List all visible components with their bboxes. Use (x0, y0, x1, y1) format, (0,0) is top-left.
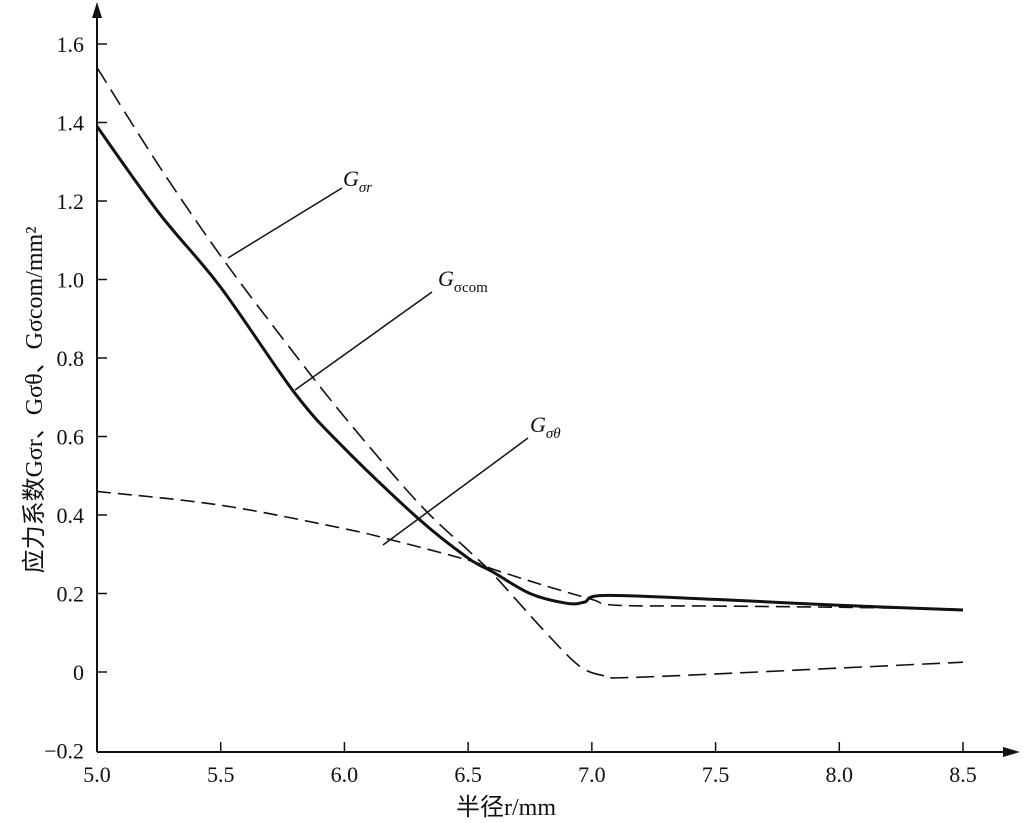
svg-text:Gσr: Gσr (343, 166, 372, 196)
x-tick-label: 7.0 (578, 762, 606, 787)
y-tick-label: 0 (73, 660, 84, 685)
y-axis-arrow-icon (92, 2, 102, 18)
y-tick-label: 0.4 (57, 503, 85, 528)
y-tick-label: 0.8 (57, 346, 85, 371)
y-axis-title: 应力系数Gσr、Gσθ、Gσcom/mm² (21, 227, 48, 574)
series-line-gscom (95, 125, 964, 612)
svg-text:Gσcom: Gσcom (438, 266, 488, 296)
annotation-gsr: Gσr (227, 166, 372, 259)
svg-text:Gσθ: Gσθ (530, 412, 561, 442)
y-tick-label: 1.0 (57, 268, 85, 293)
annotation-gstheta: Gσθ (382, 412, 561, 546)
x-tick-label: 8.0 (826, 762, 854, 787)
y-tick-label: 1.6 (57, 32, 85, 57)
x-axis-arrow-icon (1003, 747, 1020, 757)
x-tick-label: 6.0 (331, 762, 359, 787)
series-line-gsr (96, 67, 964, 679)
ticks: 5.0 5.5 6.0 6.5 7.0 7.5 8.0 8.5 −0.2 0 0.2 0.4 0.6 0.… (44, 32, 977, 787)
series-line-gstheta (96, 490, 964, 610)
y-tick-label: 1.2 (57, 189, 85, 214)
x-tick-label: 5.5 (207, 762, 235, 787)
x-tick-label: 5.0 (83, 762, 111, 787)
x-tick-label: 6.5 (454, 762, 482, 787)
x-tick-label: 7.5 (702, 762, 730, 787)
x-axis-title: 半径r/mm (456, 794, 556, 821)
y-tick-label: 0.6 (57, 425, 85, 450)
y-tick-label: 1.4 (57, 111, 85, 136)
annotation-gscom: Gσcom (294, 266, 488, 391)
axes (92, 2, 1020, 757)
curves (95, 67, 964, 679)
y-tick-label: 0.2 (57, 582, 85, 607)
x-tick-label: 8.5 (949, 762, 977, 787)
y-tick-label: −0.2 (44, 739, 84, 764)
